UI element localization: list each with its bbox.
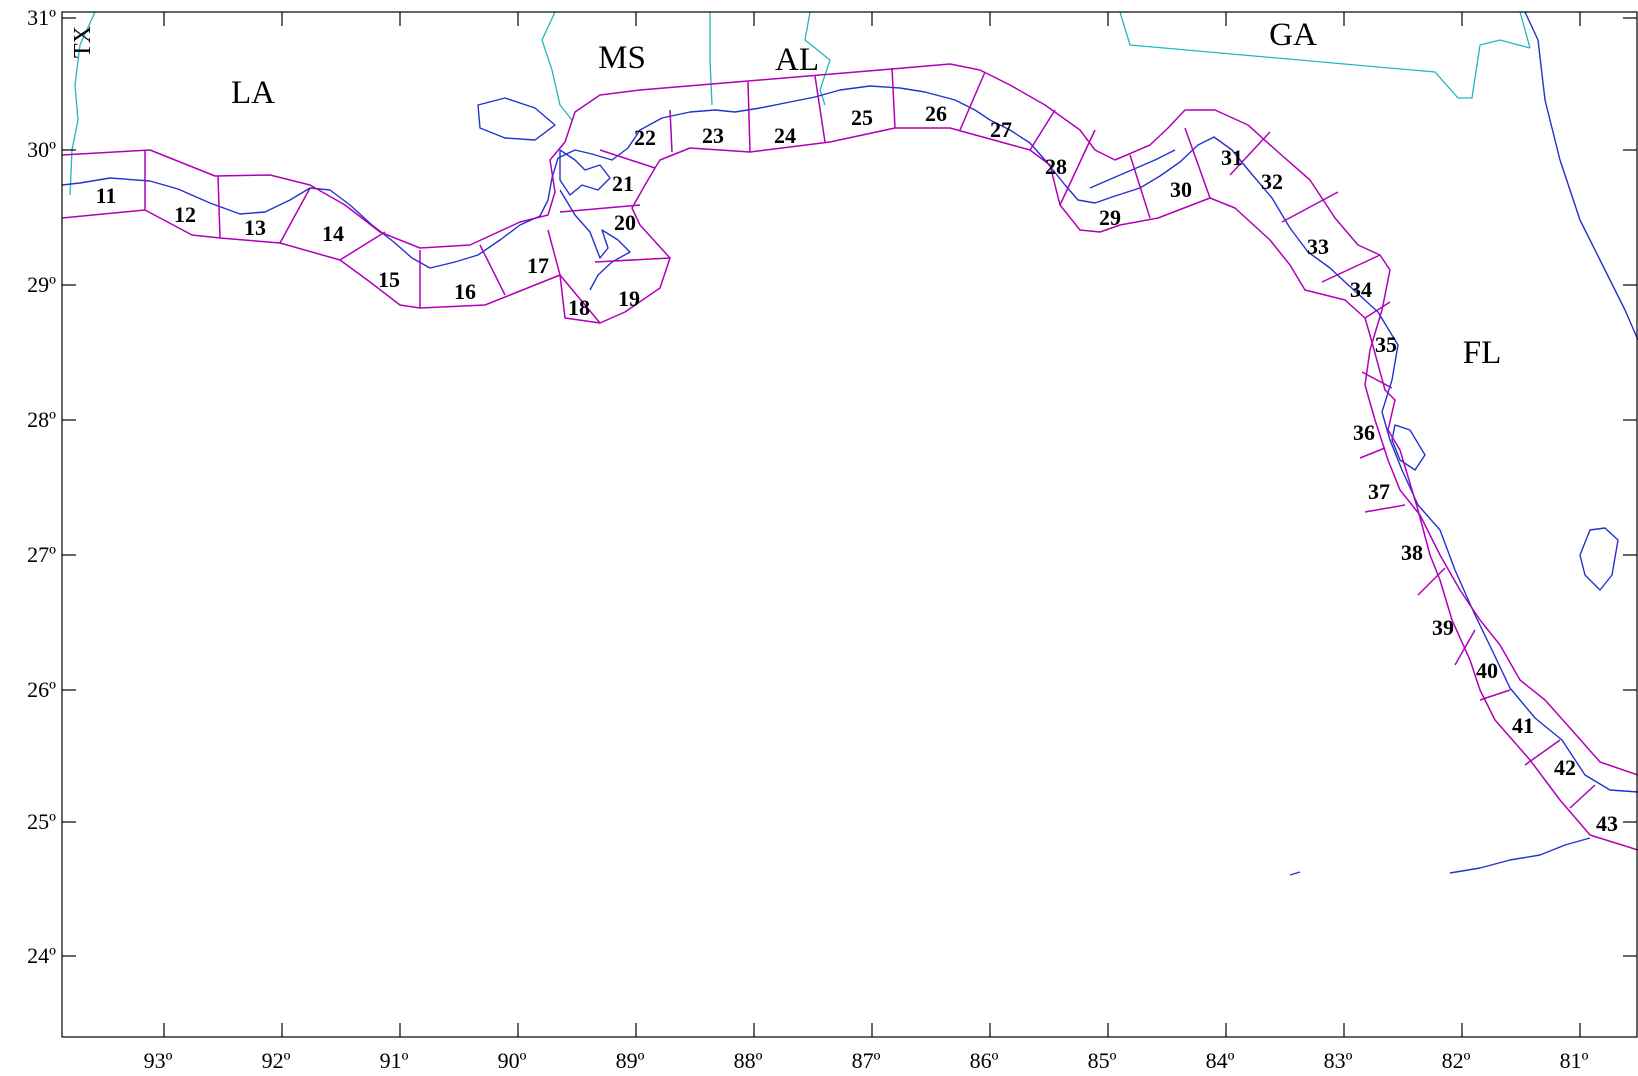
zone-label: 23: [702, 123, 724, 148]
atlantic-coastline: [1524, 11, 1638, 341]
zone-label: 24: [774, 123, 796, 148]
state-label-ms: MS: [598, 40, 646, 76]
zone-label: 15: [378, 267, 400, 292]
y-tick-label: 29º: [27, 272, 56, 297]
zone-label: 32: [1261, 169, 1283, 194]
y-tick-marks: [62, 17, 1637, 957]
lake-okeechobee: [1579, 527, 1619, 591]
zone-boundaries: [61, 63, 1638, 851]
la-ms-border: [541, 11, 573, 121]
zone-label: 16: [454, 279, 476, 304]
zone-label: 39: [1432, 615, 1454, 640]
map-frame: [61, 11, 1638, 1038]
zone-labels: 11 12 13 14 15 16 17 18 19 20 21 22 23 2…: [96, 101, 1618, 836]
zone-label: 29: [1099, 205, 1121, 230]
zone-label: 30: [1170, 177, 1192, 202]
gulf-coastline: [61, 85, 1638, 793]
zone-label: 37: [1368, 479, 1390, 504]
state-label-ga: GA: [1269, 17, 1317, 53]
ga-fl-border: [1119, 11, 1531, 99]
x-tick-label: 91º: [380, 1048, 409, 1073]
zones-outer-boundary: [61, 127, 1638, 851]
x-tick-label: 81º: [1560, 1048, 1589, 1073]
zone-label: 25: [851, 105, 873, 130]
zone-label: 38: [1401, 540, 1423, 565]
x-tick-label: 92º: [262, 1048, 291, 1073]
zone-label: 33: [1307, 234, 1329, 259]
state-label-al: AL: [775, 42, 819, 78]
zone-label: 11: [96, 183, 117, 208]
zone-label: 18: [568, 295, 590, 320]
x-tick-marks: [163, 12, 1581, 1037]
y-tick-label: 31º: [27, 5, 56, 30]
x-tick-label: 85º: [1088, 1048, 1117, 1073]
tx-la-border: [69, 11, 96, 196]
zone-label: 21: [612, 171, 634, 196]
coastline: [61, 11, 1638, 876]
state-label-la: LA: [231, 75, 275, 111]
x-tick-label: 87º: [852, 1048, 881, 1073]
x-tick-label: 86º: [970, 1048, 999, 1073]
y-tick-label: 26º: [27, 677, 56, 702]
ms-al-border: [709, 12, 713, 106]
x-tick-label: 93º: [144, 1048, 173, 1073]
delta-marsh: [559, 149, 611, 196]
zone-label: 42: [1554, 755, 1576, 780]
state-label-fl: FL: [1463, 335, 1502, 371]
x-tick-label: 83º: [1324, 1048, 1353, 1073]
x-axis-labels: 93º 92º 91º 90º 89º 88º 87º 86º 85º 84º …: [144, 1048, 1589, 1073]
y-tick-label: 30º: [27, 137, 56, 162]
zone-label: 13: [244, 215, 266, 240]
x-tick-label: 89º: [616, 1048, 645, 1073]
state-labels: TX LA MS AL GA FL: [70, 17, 1501, 371]
zone-label: 34: [1350, 277, 1372, 302]
zone-dividers: [144, 67, 1596, 809]
x-tick-label: 82º: [1442, 1048, 1471, 1073]
tampa-bay: [1391, 424, 1426, 471]
y-axis-labels: 31º 30º 29º 28º 27º 26º 25º 24º: [27, 5, 56, 968]
zones-inner-boundary: [61, 63, 1638, 776]
zone-label: 22: [634, 125, 656, 150]
y-tick-label: 24º: [27, 943, 56, 968]
lake-pontchartrain: [477, 97, 556, 141]
x-tick-label: 88º: [734, 1048, 763, 1073]
zone-label: 27: [990, 117, 1012, 142]
zone-label: 36: [1353, 420, 1375, 445]
barrier-islands: [1089, 149, 1591, 876]
x-tick-label: 84º: [1206, 1048, 1235, 1073]
zone-label: 35: [1375, 332, 1397, 357]
zone-label: 28: [1045, 154, 1067, 179]
zone-label: 14: [322, 221, 344, 246]
mississippi-delta: [559, 189, 631, 291]
zone-label: 31: [1221, 145, 1243, 170]
zone-label: 41: [1512, 713, 1534, 738]
zone-label: 40: [1476, 658, 1498, 683]
zone-label: 43: [1596, 811, 1618, 836]
state-borders: [69, 11, 1531, 196]
zone-label: 26: [925, 101, 947, 126]
zone-label: 17: [527, 253, 549, 278]
ga-sc-border: [1519, 11, 1531, 49]
zone-label: 20: [614, 210, 636, 235]
zone-label: 19: [618, 286, 640, 311]
y-tick-label: 25º: [27, 809, 56, 834]
y-tick-label: 27º: [27, 542, 56, 567]
y-tick-label: 28º: [27, 407, 56, 432]
x-tick-label: 90º: [498, 1048, 527, 1073]
zone-label: 12: [174, 202, 196, 227]
state-label-tx: TX: [70, 26, 96, 58]
